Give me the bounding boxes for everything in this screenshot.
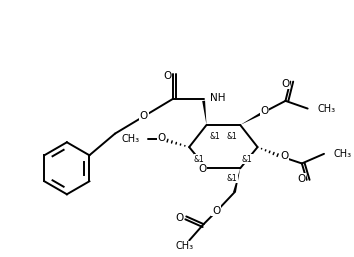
Text: CH₃: CH₃	[333, 149, 352, 159]
Text: O: O	[199, 164, 207, 174]
Text: O: O	[212, 206, 220, 216]
Text: &1: &1	[227, 174, 237, 183]
Text: O: O	[157, 133, 165, 143]
Text: O: O	[176, 213, 184, 223]
Text: O: O	[280, 151, 289, 161]
Text: &1: &1	[227, 132, 237, 141]
Polygon shape	[240, 111, 264, 125]
Text: &1: &1	[242, 155, 253, 164]
Text: O: O	[140, 111, 148, 121]
Text: NH: NH	[210, 93, 226, 103]
Text: &1: &1	[210, 132, 220, 141]
Text: CH₃: CH₃	[317, 104, 335, 114]
Text: O: O	[281, 79, 290, 88]
Polygon shape	[233, 168, 240, 193]
Text: CH₃: CH₃	[175, 241, 193, 251]
Text: CH₃: CH₃	[122, 134, 140, 144]
Polygon shape	[202, 101, 206, 125]
Text: O: O	[163, 71, 171, 81]
Text: O: O	[298, 174, 306, 184]
Text: O: O	[260, 106, 268, 116]
Text: &1: &1	[194, 155, 205, 164]
